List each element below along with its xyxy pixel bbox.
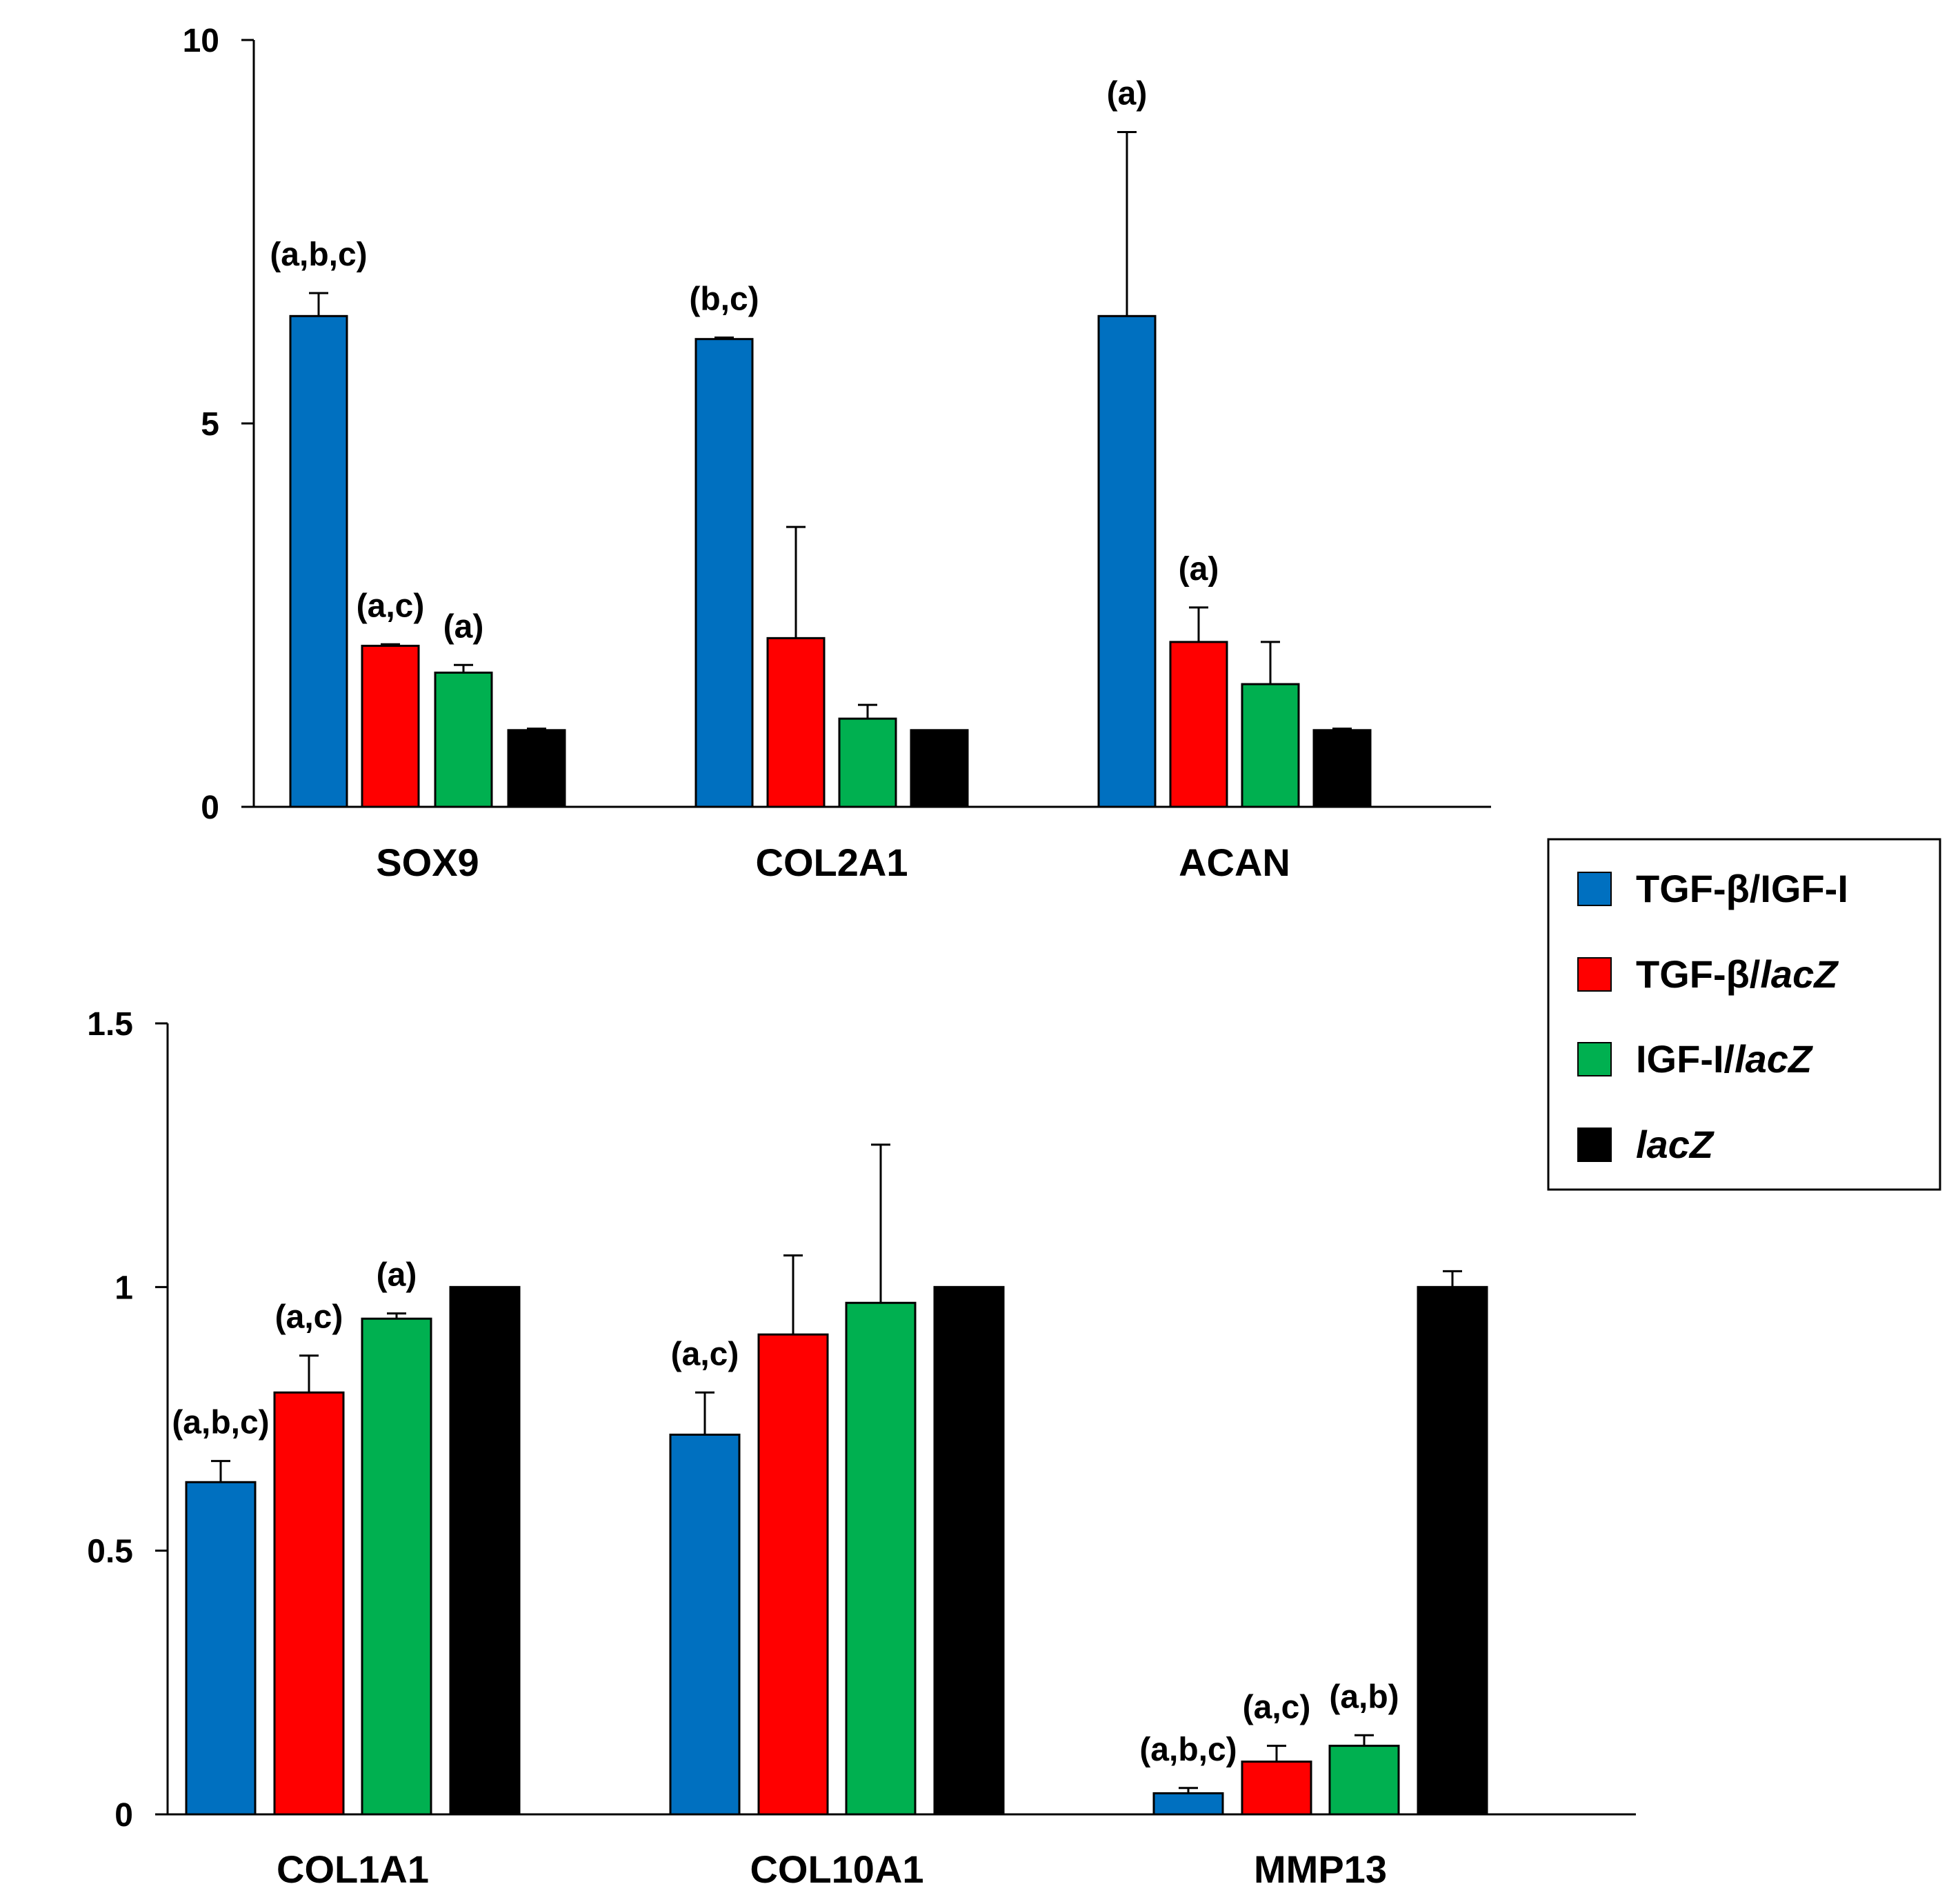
y-tick-label: 5	[201, 406, 219, 443]
bar-acan-lacz	[1312, 729, 1372, 808]
y-tick-label: 1	[114, 1270, 133, 1306]
bar-col2a1-lacz	[910, 729, 969, 808]
y-tick-label: 1.5	[87, 1006, 133, 1043]
significance-label-mmp13-tgf-lacz: (a,c)	[1243, 1690, 1311, 1726]
legend-swatch-lacz	[1577, 1128, 1612, 1162]
legend-swatch-tgf-igf	[1577, 872, 1612, 906]
bar-col2a1-igf-i-lacz	[838, 717, 897, 808]
x-category-label-mmp13: MMP13	[1254, 1847, 1387, 1891]
bar-mmp13-igf-i-lacz	[1328, 1745, 1400, 1816]
legend-label-lacz: lacZ	[1636, 1123, 1715, 1166]
x-category-label-col10a1: COL10A1	[750, 1847, 923, 1891]
bar-acan-igf-i-lacz	[1241, 683, 1300, 808]
bar-sox9-tgf-lacz	[361, 644, 420, 808]
bar-col1a1-tgf-igf-i	[185, 1481, 257, 1816]
bar-sox9-lacz	[507, 729, 566, 808]
bar-mmp13-tgf-igf-i	[1152, 1792, 1224, 1816]
significance-label-mmp13-tgf-igf-i: (a,b,c)	[1139, 1732, 1237, 1768]
significance-label-col10a1-tgf-igf-i: (a,c)	[671, 1336, 739, 1372]
bar-acan-tgf-lacz	[1169, 641, 1228, 808]
bar-col10a1-igf-i-lacz	[845, 1301, 917, 1816]
bar-sox9-igf-i-lacz	[434, 671, 493, 808]
y-tick-label: 0.5	[87, 1534, 133, 1570]
bar-col10a1-tgf-igf-i	[669, 1433, 741, 1816]
bar-col1a1-igf-i-lacz	[361, 1317, 432, 1816]
significance-label-sox9-tgf-igf-i: (a,b,c)	[270, 237, 367, 273]
significance-label-acan-tgf-lacz: (a)	[1179, 551, 1219, 588]
bar-col10a1-lacz	[933, 1285, 1005, 1816]
bar-mmp13-tgf-lacz	[1241, 1761, 1312, 1816]
x-category-label-col2a1: COL2A1	[756, 841, 908, 884]
bar-acan-tgf-igf-i	[1097, 314, 1157, 808]
legend-label-tgf-igf: TGF-β/IGF-I	[1636, 867, 1848, 910]
legend-label-tgf-lacz: TGF-β/lacZ	[1636, 952, 1839, 996]
y-tick-label: 0	[114, 1797, 133, 1834]
bar-col2a1-tgf-lacz	[766, 637, 826, 808]
bar-col1a1-tgf-lacz	[273, 1391, 345, 1816]
bar-mmp13-lacz	[1417, 1285, 1488, 1816]
significance-label-col1a1-tgf-igf-i: (a,b,c)	[172, 1405, 269, 1441]
bar-col1a1-lacz	[449, 1285, 521, 1816]
significance-label-sox9-igf-i-lacz: (a)	[443, 608, 484, 645]
significance-label-mmp13-igf-i-lacz: (a,b)	[1329, 1678, 1399, 1715]
bar-col10a1-tgf-lacz	[757, 1333, 829, 1816]
x-category-label-sox9: SOX9	[376, 841, 479, 884]
legend-box	[1547, 838, 1941, 1191]
legend-swatch-tgf-lacz	[1577, 957, 1612, 992]
significance-label-col1a1-tgf-lacz: (a,c)	[275, 1299, 343, 1336]
significance-label-sox9-tgf-lacz: (a,c)	[357, 588, 425, 624]
significance-label-col2a1-tgf-igf-i: (b,c)	[689, 281, 759, 317]
legend-swatch-igf-lacz	[1577, 1042, 1612, 1076]
significance-label-acan-tgf-igf-i: (a)	[1107, 75, 1148, 112]
top-bar-chart: 0 5 10 SOX9 COL2A1 ACAN (a,b,c) (b,c) (a) (a,c) (a…	[183, 23, 1491, 884]
significance-label-col1a1-igf-i-lacz: (a)	[377, 1257, 417, 1294]
bar-col2a1-tgf-igf-i	[694, 338, 754, 808]
y-tick-label: 10	[183, 23, 219, 59]
legend: TGF-β/IGF-I TGF-β/lacZ IGF-I/lacZ lacZ	[1547, 838, 1941, 1191]
bar-sox9-tgf-igf-i	[289, 314, 348, 808]
legend-label-igf-lacz: IGF-I/lacZ	[1636, 1037, 1813, 1081]
x-category-label-col1a1: COL1A1	[277, 1847, 429, 1891]
x-category-label-acan: ACAN	[1179, 841, 1290, 884]
y-tick-label: 0	[201, 790, 219, 826]
